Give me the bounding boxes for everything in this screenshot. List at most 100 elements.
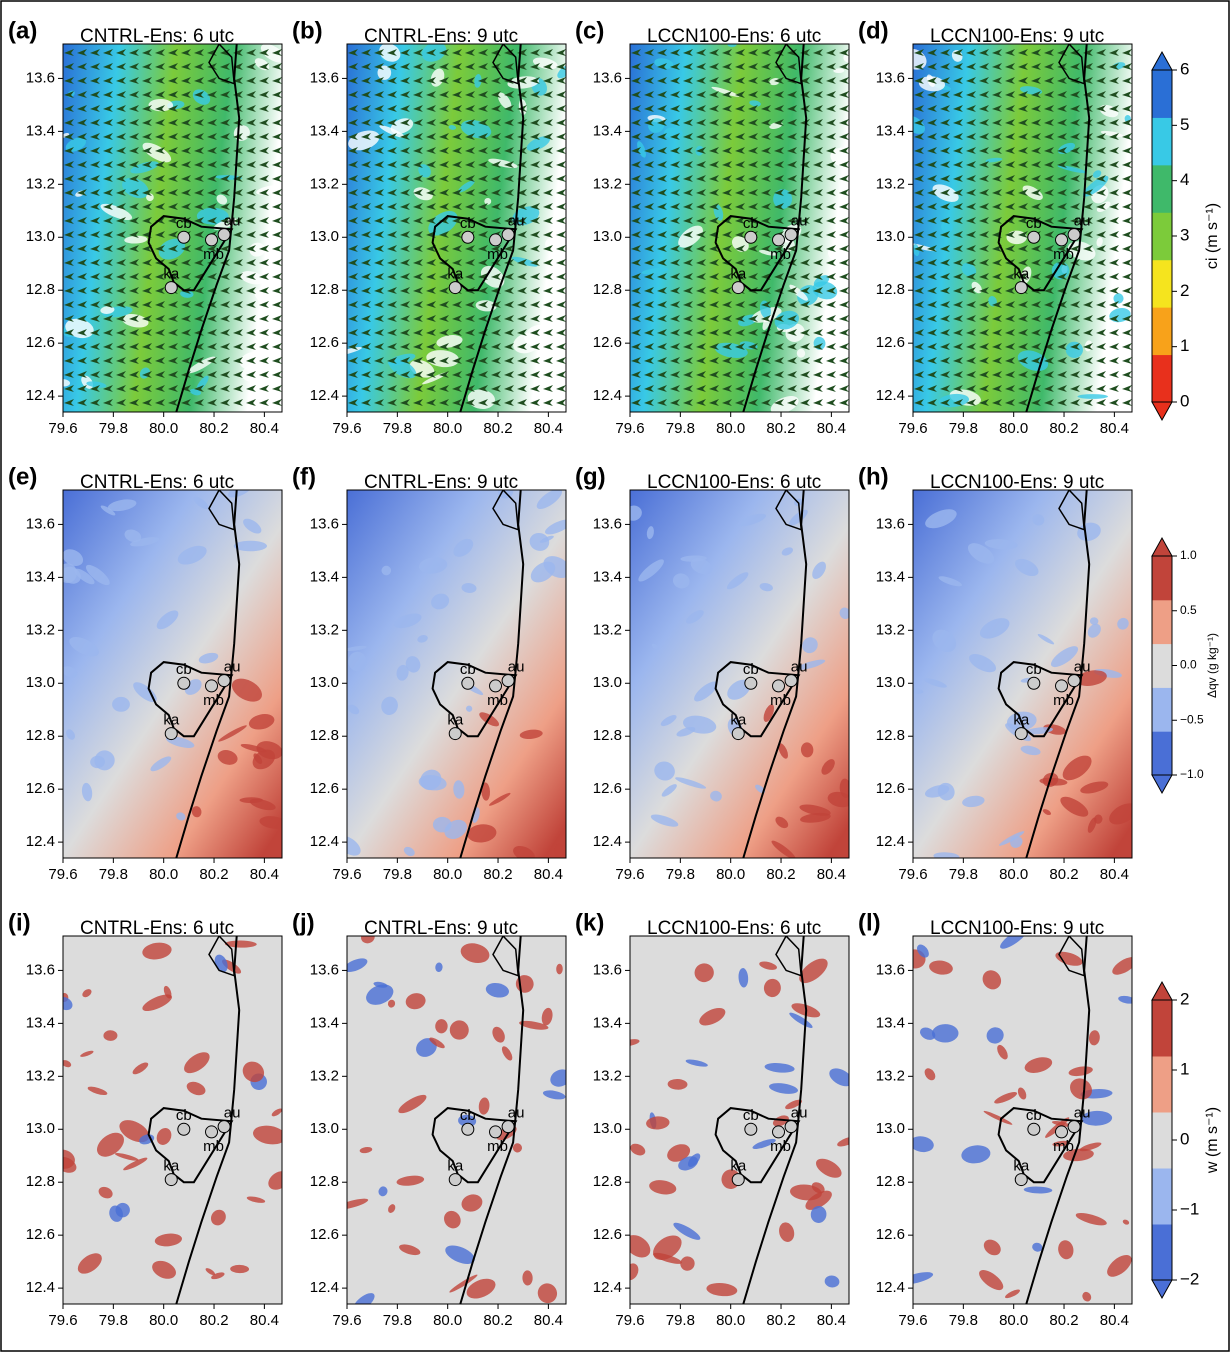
site-label: mb (1053, 692, 1074, 709)
wind-arrow (259, 315, 269, 322)
y-tick-label: 12.4 (876, 833, 905, 850)
wind-arrow (155, 315, 165, 322)
wind-arrow (181, 259, 191, 266)
wind-arrow (116, 301, 126, 308)
x-tick-label: 80.2 (199, 1312, 228, 1329)
panel-label: (l) (858, 909, 881, 936)
wind-arrow (826, 175, 836, 182)
wind-arrow (1031, 357, 1041, 364)
wind-arrow (220, 147, 230, 154)
wind-arrow (259, 203, 269, 210)
field-blob (785, 1099, 803, 1110)
wind-arrow (142, 371, 152, 378)
field-blob (100, 505, 116, 516)
wind-arrow (517, 315, 527, 322)
wind-arrow (735, 203, 745, 210)
wind-arrow (491, 147, 501, 154)
wind-arrow (142, 273, 152, 280)
wind-arrow (683, 287, 693, 294)
wind-arrow (748, 343, 758, 350)
wind-arrow (439, 343, 449, 350)
wind-arrow (966, 189, 976, 196)
wind-arrow (839, 91, 849, 98)
field-background (630, 490, 849, 858)
wind-arrow (670, 231, 680, 238)
field-blob (519, 729, 543, 739)
wind-arrow (348, 371, 358, 378)
wind-arrow (761, 385, 771, 392)
wind-arrow (927, 231, 937, 238)
wind-arrow (426, 385, 436, 392)
wind-arrow (1096, 245, 1106, 252)
x-tick-label: 79.8 (949, 866, 978, 883)
wind-arrow (452, 63, 462, 70)
field-blob (347, 645, 367, 651)
wind-arrow (1005, 203, 1015, 210)
x-tick-label: 79.8 (949, 420, 978, 437)
wind-arrow (413, 161, 423, 168)
wind-arrow (491, 77, 501, 84)
wind-arrow (1057, 175, 1067, 182)
wind-arrow (259, 357, 269, 364)
site-marker (177, 1122, 191, 1136)
wind-arrow (979, 259, 989, 266)
wind-arrow (194, 77, 204, 84)
site-marker (1014, 281, 1028, 295)
site-label: ka (163, 1158, 180, 1175)
wind-arrow (979, 147, 989, 154)
field-blob (1024, 1057, 1053, 1073)
wind-arrow (1018, 77, 1028, 84)
wind-arrow (813, 105, 823, 112)
site-marker (205, 233, 219, 247)
wind-arrow (722, 315, 732, 322)
wind-arrow (517, 175, 527, 182)
wind-arrow (1096, 385, 1106, 392)
wind-arrow (1031, 315, 1041, 322)
wind-arrow (168, 161, 178, 168)
wind-arrow (103, 203, 113, 210)
y-tick-label: 12.8 (310, 727, 339, 744)
wind-arrow (413, 273, 423, 280)
wind-arrow (644, 357, 654, 364)
wind-arrow (1031, 77, 1041, 84)
wind-arrow (361, 175, 371, 182)
field-blob (467, 824, 497, 843)
wind-arrow (207, 399, 217, 406)
wind-arrow (1044, 77, 1054, 84)
wind-arrow (1005, 91, 1015, 98)
wind-arrow (413, 203, 423, 210)
wind-arrow (439, 147, 449, 154)
wind-arrow (426, 273, 436, 280)
wind-arrow (1018, 189, 1028, 196)
field-blob (381, 696, 398, 715)
wind-arrow (722, 385, 732, 392)
wind-arrow (77, 147, 87, 154)
wind-arrow (465, 119, 475, 126)
wind-arrow (670, 343, 680, 350)
wind-arrow (64, 371, 74, 378)
site-marker (744, 230, 758, 244)
wind-arrow (979, 371, 989, 378)
x-tick-label: 80.2 (483, 420, 512, 437)
wind-arrow (426, 203, 436, 210)
wind-arrow (361, 231, 371, 238)
wind-arrow (683, 231, 693, 238)
wind-arrow (530, 315, 540, 322)
y-tick-label: 12.6 (26, 780, 55, 797)
wind-arrow (348, 273, 358, 280)
wind-arrow (181, 91, 191, 98)
wind-arrow (181, 105, 191, 112)
wind-arrow (1122, 63, 1132, 70)
wind-arrow (272, 119, 282, 126)
wind-arrow (77, 371, 87, 378)
field-blob (405, 993, 426, 1010)
field-blob (461, 1194, 483, 1212)
wind-arrow (233, 329, 243, 336)
wind-arrow (1005, 371, 1015, 378)
plot-frame (912, 43, 1133, 413)
field-blob (789, 509, 808, 526)
field-blob (66, 729, 76, 740)
site-label: au (508, 213, 525, 230)
wind-arrow (761, 231, 771, 238)
colorbar-segment (1152, 1000, 1172, 1057)
